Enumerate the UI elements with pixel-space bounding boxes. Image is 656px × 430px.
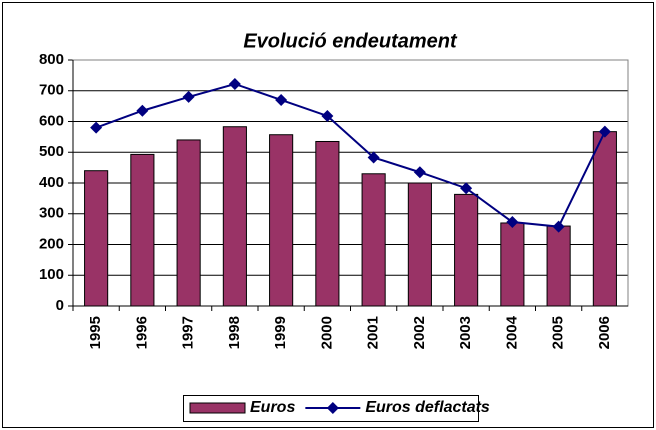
- x-tick-label: 1995: [87, 316, 104, 349]
- x-tick-label: 1997: [180, 316, 197, 349]
- bar: [176, 139, 201, 307]
- x-tick-label: 1996: [133, 316, 150, 349]
- x-tick-label: 2004: [503, 315, 520, 349]
- legend-swatch: [189, 402, 246, 414]
- marker: [367, 151, 380, 164]
- legend-label: Euros: [250, 399, 295, 416]
- y-tick-label: 600: [39, 112, 64, 129]
- y-tick-label: 300: [39, 205, 64, 222]
- marker: [321, 109, 334, 122]
- bar: [315, 140, 340, 307]
- bar: [84, 170, 109, 307]
- x-tick-label: 2002: [411, 316, 428, 349]
- marker: [460, 182, 473, 195]
- y-tick-label: 800: [39, 51, 64, 68]
- bar: [361, 173, 386, 307]
- y-tick-label: 100: [39, 266, 64, 283]
- marker: [413, 166, 426, 179]
- x-tick-label: 2006: [596, 316, 613, 349]
- bar: [546, 225, 571, 307]
- legend-label: Euros deflactats: [365, 399, 490, 416]
- marker: [228, 77, 241, 90]
- marker: [182, 90, 195, 103]
- y-tick-label: 200: [39, 235, 64, 252]
- y-tick-label: 400: [39, 174, 64, 191]
- marker: [506, 216, 519, 229]
- marker: [552, 220, 565, 233]
- x-tick-label: 1999: [272, 316, 289, 349]
- legend-marker: [326, 402, 339, 414]
- x-tick-label: 2003: [457, 316, 474, 349]
- bar: [592, 131, 617, 307]
- y-tick-label: 500: [39, 143, 64, 160]
- x-tick-label: 2005: [550, 316, 567, 349]
- y-tick-label: 0: [56, 297, 64, 314]
- marker: [136, 104, 149, 117]
- x-tick-label: 2000: [318, 316, 335, 349]
- line: [95, 82, 606, 228]
- x-tick-label: 2001: [365, 316, 382, 349]
- y-tick-label: 700: [39, 82, 64, 99]
- bar: [222, 126, 247, 307]
- bar: [269, 134, 294, 307]
- marker: [598, 125, 611, 138]
- bar: [130, 153, 155, 307]
- marker: [90, 121, 103, 134]
- bar: [500, 222, 525, 307]
- chart-title: Evolució endeutament: [243, 30, 458, 52]
- x-tick-label: 1998: [226, 316, 243, 349]
- bar: [407, 182, 432, 307]
- marker: [275, 93, 288, 106]
- bar: [454, 193, 479, 307]
